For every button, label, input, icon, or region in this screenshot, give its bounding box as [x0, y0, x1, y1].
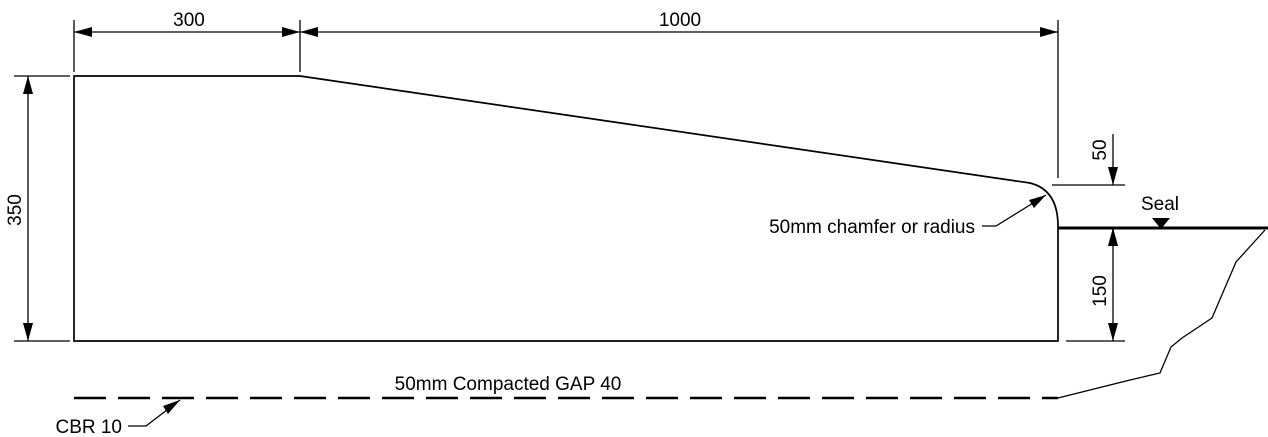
dimension-1000: 1000 — [300, 10, 1058, 178]
basecourse-layer: 50mm Compacted GAP 40 — [74, 374, 1058, 398]
road-break-line — [1058, 230, 1265, 398]
dimension-300-label: 300 — [173, 10, 205, 31]
dimension-1000-label: 1000 — [659, 10, 701, 31]
seal-surface: Seal — [1058, 194, 1268, 229]
dimension-300: 300 — [74, 10, 300, 72]
subgrade-callout: CBR 10 — [55, 400, 180, 437]
seal-label: Seal — [1141, 194, 1179, 215]
dimension-150-label: 150 — [1090, 275, 1111, 307]
basecourse-label: 50mm Compacted GAP 40 — [395, 374, 622, 395]
section-outline — [74, 76, 1058, 341]
chamfer-callout: 50mm chamfer or radius — [769, 195, 1046, 238]
subgrade-label: CBR 10 — [55, 417, 122, 437]
dimension-50-label: 50 — [1090, 139, 1111, 160]
dimension-350-label: 350 — [5, 194, 26, 226]
chamfer-label: 50mm chamfer or radius — [769, 217, 975, 238]
dimension-150: 150 — [1066, 228, 1125, 341]
dimension-350: 350 — [5, 76, 70, 341]
